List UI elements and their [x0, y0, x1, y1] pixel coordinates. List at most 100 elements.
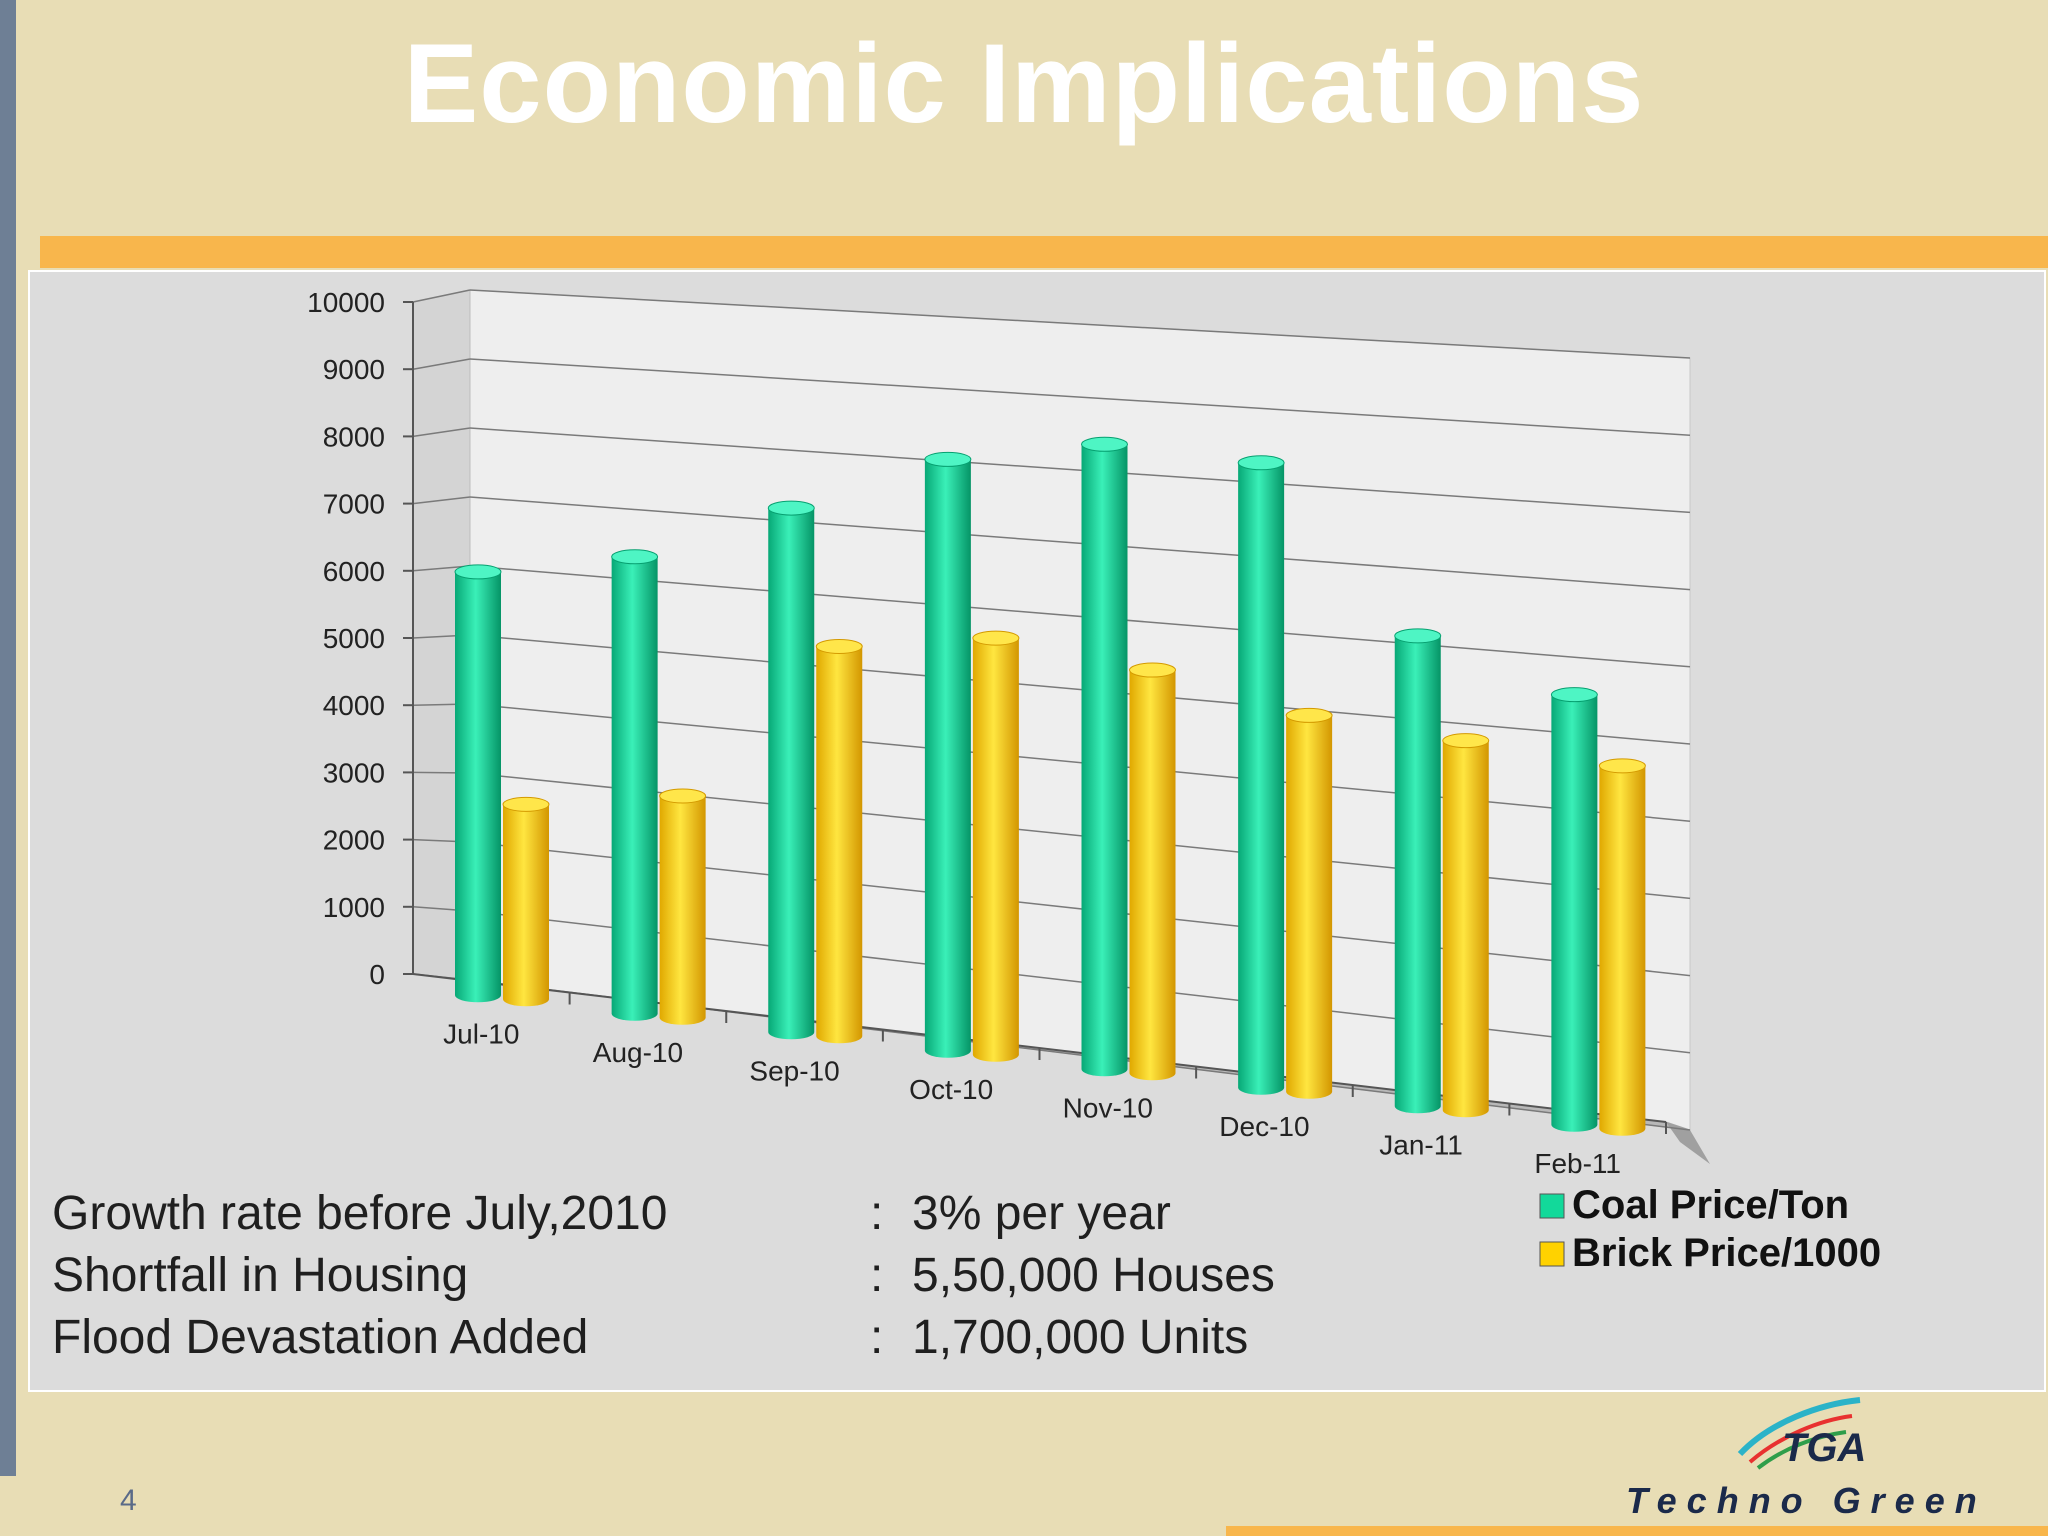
bar-body [659, 795, 706, 1025]
stat-separator: : [870, 1311, 884, 1364]
gridline [469, 358, 1691, 436]
stat-value-growth-rate: 3% per year [912, 1187, 1171, 1240]
gridline [469, 496, 1691, 591]
y-tick-label: 5000 [323, 623, 385, 654]
gridline-side [412, 427, 471, 438]
left-accent-bar [0, 0, 16, 1476]
bar-coal-price-ton-feb-11 [1550, 687, 1598, 1132]
y-tick-label: 7000 [323, 489, 385, 520]
bar-coal-price-ton-sep-10 [767, 500, 815, 1040]
x-tick-label: Aug-10 [593, 1037, 683, 1068]
bar-coal-price-ton-nov-10 [1081, 436, 1128, 1077]
x-tick-label: Oct-10 [909, 1074, 993, 1105]
stat-separator: : [870, 1187, 884, 1240]
y-tick-label: 0 [369, 959, 385, 990]
bar-cap [767, 500, 815, 516]
bottom-accent-bar [1226, 1526, 2048, 1536]
gridline-side [412, 496, 471, 505]
swoosh-icon [1737, 1397, 1861, 1470]
bar-chart: 0 1000 2000 3000 4000 5000 6000 7000 8000 9000 100… [307, 287, 1881, 1275]
gridline [469, 565, 1691, 668]
bar-body [1238, 462, 1285, 1095]
bar-brick-price-1000-jul-10 [502, 796, 550, 1007]
logo-name: Techno Green [1626, 1480, 1987, 1521]
bar-cap [611, 549, 659, 565]
bar-cap [1285, 707, 1333, 723]
bar-coal-price-ton-jul-10 [454, 564, 502, 1003]
bar-brick-price-1000-oct-10 [972, 630, 1020, 1062]
x-tick-label: Feb-11 [1534, 1148, 1621, 1179]
bar-body [455, 571, 501, 1003]
bar-brick-price-1000-sep-10 [815, 638, 863, 1044]
y-tick-label: 1000 [323, 892, 385, 923]
legend-label: Coal Price/Ton [1572, 1183, 1849, 1227]
gridline [469, 634, 1691, 745]
bar-cap [815, 638, 863, 654]
stat-value-flood-devastation: 1,700,000 Units [912, 1311, 1249, 1364]
y-tick-label: 8000 [323, 421, 385, 452]
page-number: 4 [120, 1484, 137, 1517]
bar-body [1394, 635, 1441, 1114]
bar-body [1599, 765, 1646, 1136]
y-axis: 0 1000 2000 3000 4000 5000 6000 7000 8000 9000 100… [307, 287, 414, 990]
bar-coal-price-ton-jan-11 [1394, 628, 1442, 1114]
bar-cap [1598, 758, 1646, 774]
y-tick-label: 10000 [307, 287, 385, 318]
bar-cap [1550, 687, 1598, 703]
bar-body [816, 646, 863, 1044]
y-tick-label: 3000 [323, 757, 385, 788]
bars [454, 436, 1646, 1136]
stat-separator: : [870, 1249, 884, 1302]
bar-cap [1442, 733, 1490, 749]
bar-body [1081, 444, 1128, 1077]
legend-swatch [1539, 1193, 1565, 1219]
bar-cap [1129, 662, 1176, 678]
bar-cap [1081, 436, 1128, 452]
stat-value-housing-shortfall: 5,50,000 Houses [912, 1249, 1275, 1302]
bar-brick-price-1000-aug-10 [659, 788, 707, 1025]
x-tick-label: Jul-10 [443, 1018, 519, 1049]
bar-cap [924, 451, 972, 467]
bar-body [1129, 670, 1176, 1081]
bar-coal-price-ton-dec-10 [1237, 455, 1285, 1095]
stat-label-growth-rate: Growth rate before July,2010 [52, 1187, 668, 1240]
bar-brick-price-1000-jan-11 [1442, 733, 1490, 1118]
x-tick-label: Jan-11 [1379, 1129, 1463, 1160]
bar-body [972, 638, 1019, 1062]
bar-cap [1237, 455, 1285, 471]
x-tick-label: Nov-10 [1063, 1092, 1153, 1123]
title-underline-bar [40, 236, 2048, 268]
bar-brick-price-1000-nov-10 [1129, 662, 1176, 1081]
stat-label-housing-shortfall: Shortfall in Housing [52, 1249, 469, 1302]
bar-body [1286, 715, 1333, 1099]
company-logo: TGA Techno Green [1620, 1392, 2020, 1522]
bar-coal-price-ton-aug-10 [611, 549, 659, 1021]
gridline-side [412, 358, 471, 370]
x-tick-label: Sep-10 [749, 1055, 839, 1086]
bar-brick-price-1000-feb-11 [1598, 758, 1646, 1136]
y-tick-label: 9000 [323, 354, 385, 385]
bar-body [503, 804, 549, 1007]
y-tick-label: 6000 [323, 556, 385, 587]
gridline [469, 427, 1691, 514]
logo-mark: TGA [1782, 1426, 1867, 1470]
y-tick-label: 2000 [323, 825, 385, 856]
bar-body [768, 508, 815, 1040]
stat-label-flood-devastation: Flood Devastation Added [52, 1311, 589, 1364]
bar-body [611, 556, 658, 1021]
y-tick-label: 4000 [323, 690, 385, 721]
bar-brick-price-1000-dec-10 [1285, 707, 1333, 1099]
bar-cap [972, 630, 1020, 646]
bar-coal-price-ton-oct-10 [924, 451, 972, 1058]
bar-cap [659, 788, 707, 804]
gridline [469, 289, 1691, 359]
x-tick-label: Dec-10 [1219, 1111, 1309, 1142]
bar-body [924, 459, 971, 1058]
bar-body [1551, 694, 1598, 1132]
bar-cap [502, 796, 550, 812]
gridline-side [412, 289, 471, 303]
legend-label: Brick Price/1000 [1572, 1231, 1881, 1275]
floor-edge [1666, 1122, 1710, 1164]
